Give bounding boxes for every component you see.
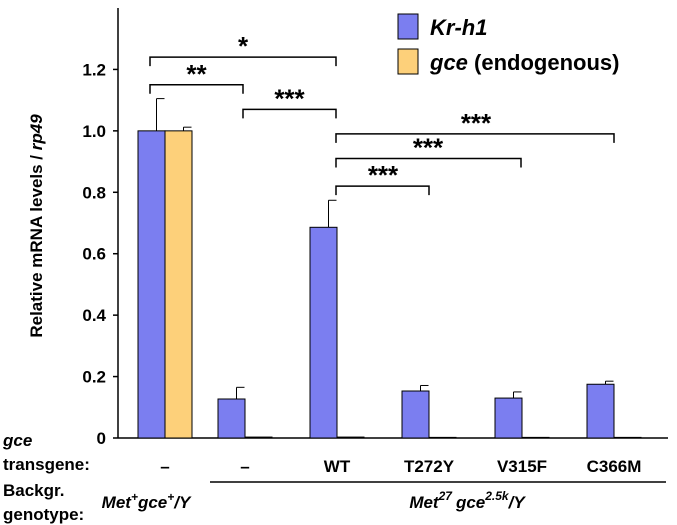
significance-bracket <box>335 185 430 196</box>
row-label-genotype: genotype: <box>3 505 84 524</box>
y-tick-label: 0.8 <box>82 183 106 202</box>
significance-label: *** <box>413 133 444 163</box>
bar-gce <box>521 436 550 439</box>
bar-kr-h1 <box>401 390 430 439</box>
bar-kr-h1 <box>137 130 166 439</box>
bar-gce <box>244 436 273 439</box>
significance-label: * <box>238 31 249 61</box>
legend-swatch-kr-h1 <box>397 13 419 40</box>
y-tick-label: 0 <box>97 429 106 448</box>
bar-kr-h1 <box>494 397 523 439</box>
significance-bracket <box>149 56 337 67</box>
transgene-label: – <box>160 457 169 476</box>
row-label-backgr: Backgr. <box>3 481 64 500</box>
bar-gce <box>428 436 457 439</box>
significance-bracket <box>149 84 244 94</box>
bar-kr-h1 <box>217 398 246 439</box>
legend-swatch-gce <box>397 48 419 75</box>
bar-kr-h1 <box>586 383 615 439</box>
y-tick-label: 0.2 <box>82 368 106 387</box>
transgene-label: C366M <box>587 457 642 476</box>
genotype-mutant: Met27 gce2.5k/Y <box>409 489 526 512</box>
row-label-transgene: transgene: <box>3 455 90 474</box>
transgene-label: T272Y <box>404 457 455 476</box>
row-label-gce: gce <box>2 431 32 450</box>
bar-gce <box>336 436 365 439</box>
transgene-label: V315F <box>497 457 547 476</box>
transgene-label: – <box>240 457 249 476</box>
legend-label-kr-h1: Kr-h1 <box>430 15 487 40</box>
significance-bracket <box>335 157 522 168</box>
bar-gce <box>164 130 193 439</box>
y-axis-title: Relative mRNA levels / rp49 <box>27 114 46 338</box>
genotype-control: Met+gce+/Y <box>102 490 192 512</box>
significance-bracket <box>335 133 615 143</box>
bar-gce <box>613 436 642 439</box>
y-tick-label: 0.4 <box>82 306 106 325</box>
significance-bracket <box>242 108 337 119</box>
significance-label: ** <box>186 59 207 89</box>
significance-label: *** <box>368 160 399 190</box>
bar-kr-h1 <box>309 226 338 439</box>
legend-label-gce: gce (endogenous) <box>429 50 619 75</box>
y-tick-label: 0.6 <box>82 245 106 264</box>
y-tick-label: 1.2 <box>82 60 106 79</box>
significance-label: *** <box>461 108 492 138</box>
transgene-label: WT <box>324 457 351 476</box>
y-tick-label: 1.0 <box>82 122 106 141</box>
significance-label: *** <box>274 83 305 113</box>
legend: Kr-h1 gce (endogenous) <box>397 13 619 75</box>
